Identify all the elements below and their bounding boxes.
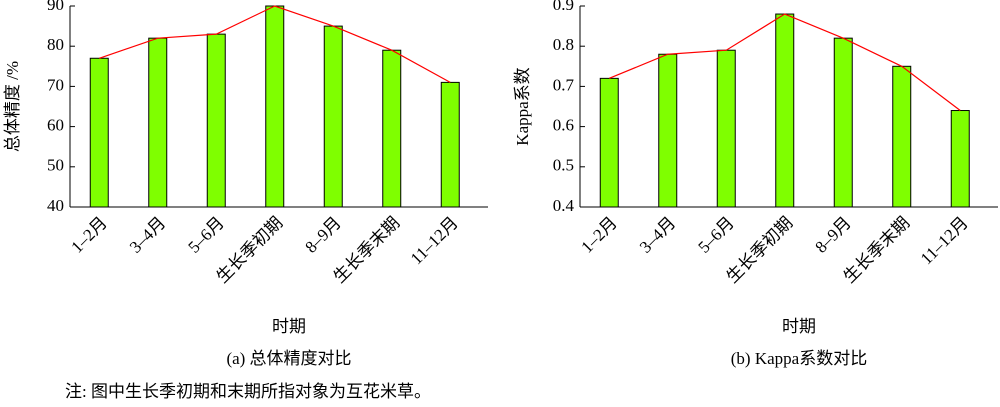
y-tick-label: 0.7 (553, 75, 575, 94)
y-axis-label: Kappa系数 (513, 67, 532, 145)
x-tick-label: 1–2月 (577, 213, 620, 256)
bar (89, 57, 109, 208)
bar (775, 13, 795, 208)
bar (599, 77, 619, 208)
y-tick-label: 0.6 (553, 116, 574, 135)
x-tick-label: 3–4月 (126, 213, 169, 256)
y-tick-label: 0.5 (553, 156, 574, 175)
y-tick-label: 0.9 (553, 0, 574, 14)
bar (658, 53, 678, 208)
x-tick-label: 1–2月 (67, 213, 110, 256)
bar (206, 33, 226, 208)
y-tick-label: 50 (47, 156, 64, 175)
bar (382, 49, 402, 208)
bar (716, 49, 736, 208)
y-tick-label: 40 (47, 196, 64, 215)
x-tick-label: 3–4月 (636, 213, 679, 256)
x-axis-label: 时期 (272, 317, 306, 336)
chart-title: (b) Kappa系数对比 (731, 349, 867, 368)
bar (323, 25, 343, 208)
y-tick-label: 80 (47, 35, 64, 54)
x-tick-label: 5–6月 (694, 213, 737, 256)
y-tick-label: 0.8 (553, 35, 574, 54)
y-tick-label: 0.4 (553, 196, 575, 215)
chart-title: (a) 总体精度对比 (226, 349, 351, 368)
bar (440, 81, 460, 208)
y-tick-label: 90 (47, 0, 64, 14)
trend-line (609, 13, 961, 111)
x-tick-label: 11–12月 (917, 213, 972, 268)
x-tick-label: 8–9月 (301, 213, 344, 256)
bar (265, 5, 285, 208)
trend-line (99, 5, 451, 83)
bar (892, 65, 912, 208)
x-tick-label: 8–9月 (811, 213, 854, 256)
x-tick-label: 5–6月 (184, 213, 227, 256)
x-tick-label: 11–12月 (407, 213, 462, 268)
bar (833, 37, 853, 208)
bar (148, 37, 168, 208)
x-axis-label: 时期 (782, 317, 816, 336)
note: 注: 图中生长季初期和末期所指对象为互花米草。 (65, 382, 431, 401)
y-axis-label: 总体精度 /% (3, 61, 22, 152)
bar (950, 110, 970, 208)
y-tick-label: 70 (47, 75, 64, 94)
y-tick-label: 60 (47, 116, 64, 135)
